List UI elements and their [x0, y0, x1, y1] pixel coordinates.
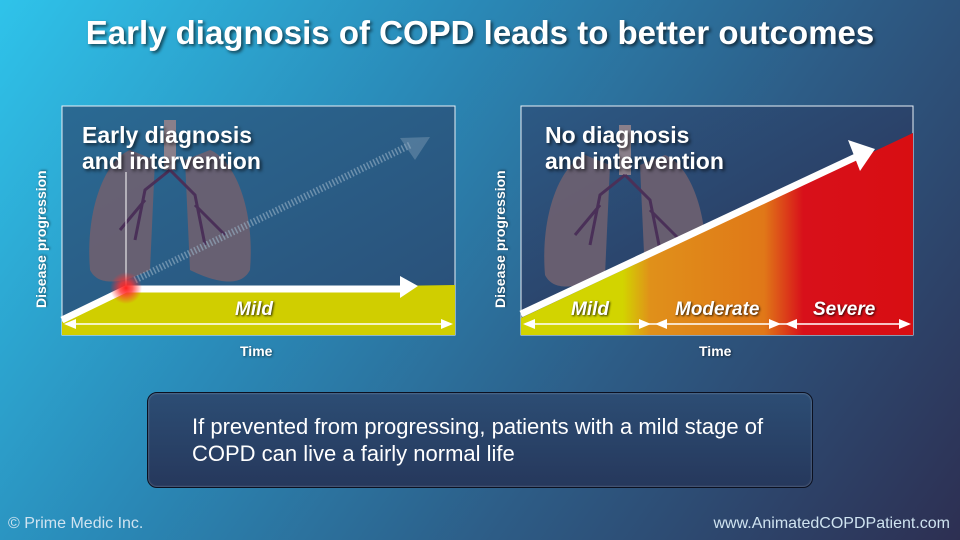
stages-area	[521, 133, 913, 335]
progression-arrow	[519, 151, 862, 318]
stage-label-severe: Severe	[813, 299, 876, 320]
diagnosis-point	[110, 272, 142, 304]
caption-text: If prevented from progressing, patients …	[192, 414, 764, 466]
left-diagram	[60, 105, 456, 336]
left-panel-title: Early diagnosis and intervention	[82, 122, 261, 174]
title-line: Early diagnosis	[82, 122, 253, 148]
right-panel-title: No diagnosis and intervention	[545, 122, 724, 174]
right-y-axis-label: Disease progression	[492, 170, 508, 308]
title-line: and intervention	[545, 148, 724, 174]
left-y-axis-label: Disease progression	[33, 170, 49, 308]
slide-title: Early diagnosis of COPD leads to better …	[85, 14, 875, 51]
right-diagram	[519, 105, 914, 336]
left-x-axis-label: Time	[240, 343, 273, 359]
faded-arrowhead	[400, 137, 430, 160]
stage-label-moderate: Moderate	[675, 299, 760, 320]
caption-box: If prevented from progressing, patients …	[147, 392, 813, 488]
stage-label-mild: Mild	[235, 299, 273, 320]
right-x-axis-label: Time	[699, 343, 732, 359]
title-line: No diagnosis	[545, 122, 690, 148]
stage-label-mild: Mild	[571, 299, 609, 320]
title-line: and intervention	[82, 148, 261, 174]
copyright: © Prime Medic Inc.	[8, 515, 144, 532]
mild-area	[62, 285, 455, 335]
website-link[interactable]: www.AnimatedCOPDPatient.com	[713, 515, 950, 532]
